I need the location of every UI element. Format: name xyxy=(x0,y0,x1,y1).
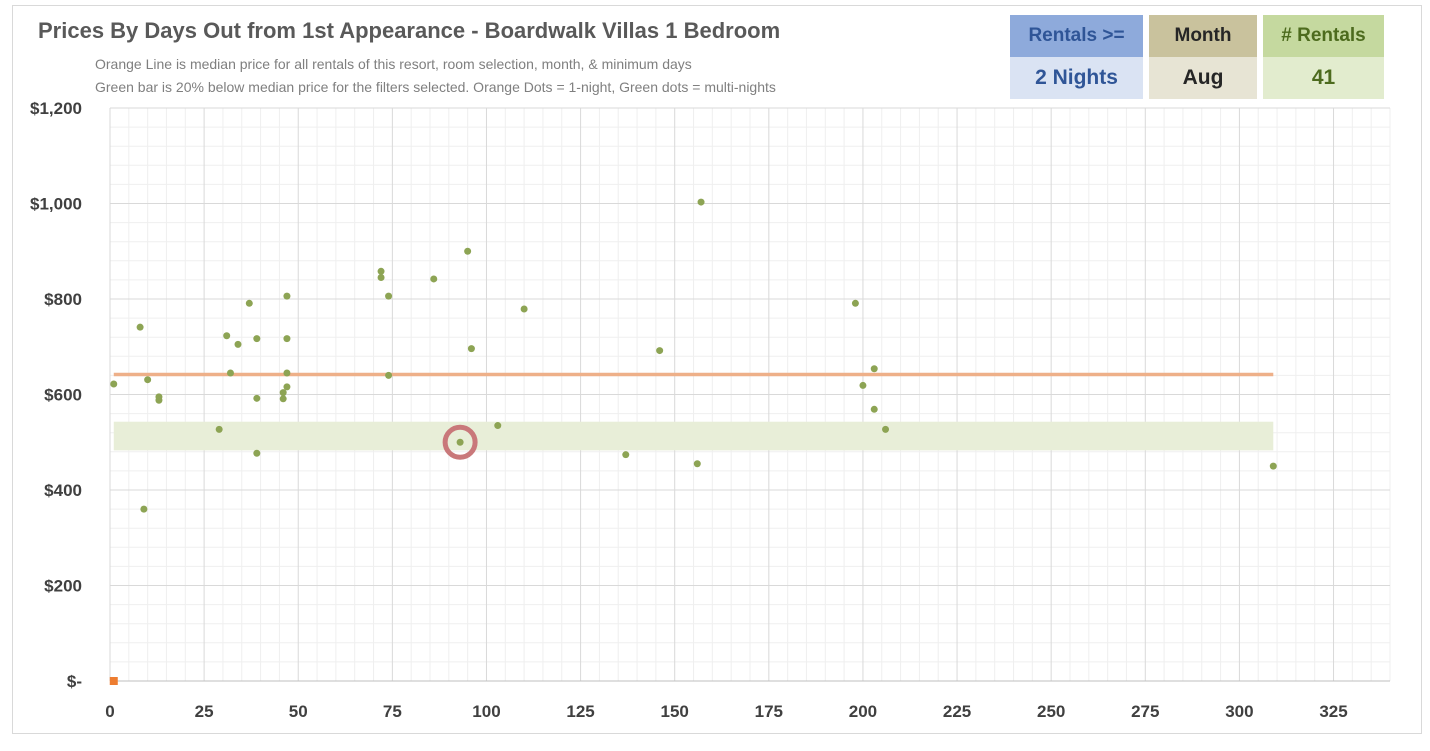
y-tick-label: $- xyxy=(67,672,82,691)
y-tick-label: $400 xyxy=(44,481,82,500)
green-data-point xyxy=(253,335,261,343)
green-data-point xyxy=(882,425,890,433)
green-band xyxy=(113,421,1274,451)
green-data-point xyxy=(859,381,867,389)
x-tick-label: 100 xyxy=(472,702,500,721)
green-data-point xyxy=(1269,462,1277,470)
rental-count-label: # Rentals xyxy=(1263,15,1384,57)
green-data-point xyxy=(253,449,261,457)
green-data-point xyxy=(136,323,144,331)
chart-subtitle-line2: Green bar is 20% below median price for … xyxy=(95,79,776,95)
green-data-point xyxy=(226,369,234,377)
green-data-point xyxy=(456,438,464,446)
green-data-point xyxy=(430,275,438,283)
x-tick-label: 275 xyxy=(1131,702,1159,721)
green-data-point xyxy=(155,396,163,404)
green-data-point xyxy=(693,460,701,468)
green-data-point xyxy=(140,505,148,513)
green-data-point xyxy=(467,345,475,353)
y-tick-label: $1,000 xyxy=(30,195,82,214)
green-data-point xyxy=(283,383,291,391)
green-data-point xyxy=(215,425,223,433)
green-data-point xyxy=(283,335,291,343)
green-data-point xyxy=(377,274,385,282)
green-data-point xyxy=(697,198,705,206)
green-data-point xyxy=(279,389,287,397)
y-tick-label: $600 xyxy=(44,386,82,405)
x-tick-label: 200 xyxy=(849,702,877,721)
green-data-point xyxy=(253,394,261,402)
chart-subtitle-line1: Orange Line is median price for all rent… xyxy=(95,56,692,72)
green-data-point xyxy=(870,405,878,413)
x-tick-label: 250 xyxy=(1037,702,1065,721)
x-tick-label: 325 xyxy=(1319,702,1347,721)
rental-count-box: # Rentals 41 xyxy=(1263,15,1384,99)
month-filter[interactable]: Month Aug xyxy=(1149,15,1257,99)
green-data-point xyxy=(385,292,393,300)
x-tick-label: 225 xyxy=(943,702,971,721)
x-tick-label: 25 xyxy=(195,702,214,721)
green-data-point xyxy=(656,347,664,355)
month-filter-label: Month xyxy=(1149,15,1257,57)
green-data-point xyxy=(245,299,253,307)
x-tick-label: 0 xyxy=(105,702,114,721)
green-data-point xyxy=(464,247,472,255)
orange-data-point xyxy=(109,677,118,685)
green-data-point xyxy=(520,305,528,313)
month-filter-value[interactable]: Aug xyxy=(1149,57,1257,99)
green-data-point xyxy=(279,395,287,403)
rentals-filter-label: Rentals >= xyxy=(1010,15,1143,57)
y-tick-label: $1,200 xyxy=(30,99,82,118)
x-tick-label: 75 xyxy=(383,702,402,721)
green-data-point xyxy=(283,292,291,300)
green-data-point xyxy=(870,365,878,373)
green-data-point xyxy=(377,267,385,275)
green-data-point xyxy=(494,422,502,430)
x-tick-label: 150 xyxy=(661,702,689,721)
chart-title: Prices By Days Out from 1st Appearance -… xyxy=(38,18,781,43)
y-tick-label: $800 xyxy=(44,290,82,309)
green-data-point xyxy=(622,451,630,459)
highlight-ring xyxy=(442,424,478,460)
green-data-point xyxy=(385,371,393,379)
green-data-point xyxy=(851,299,859,307)
rental-count-value: 41 xyxy=(1263,57,1384,99)
x-tick-label: 125 xyxy=(566,702,594,721)
rentals-filter-value[interactable]: 2 Nights xyxy=(1010,57,1143,99)
x-tick-label: 50 xyxy=(289,702,308,721)
y-tick-label: $200 xyxy=(44,577,82,596)
green-data-point xyxy=(144,376,152,384)
rentals-filter[interactable]: Rentals >= 2 Nights xyxy=(1010,15,1143,99)
x-tick-label: 175 xyxy=(755,702,783,721)
green-data-point xyxy=(234,340,242,348)
chart-frame xyxy=(12,5,1422,734)
green-data-point xyxy=(110,380,118,388)
x-tick-label: 300 xyxy=(1225,702,1253,721)
green-data-point xyxy=(283,369,291,377)
green-data-point xyxy=(223,332,231,340)
